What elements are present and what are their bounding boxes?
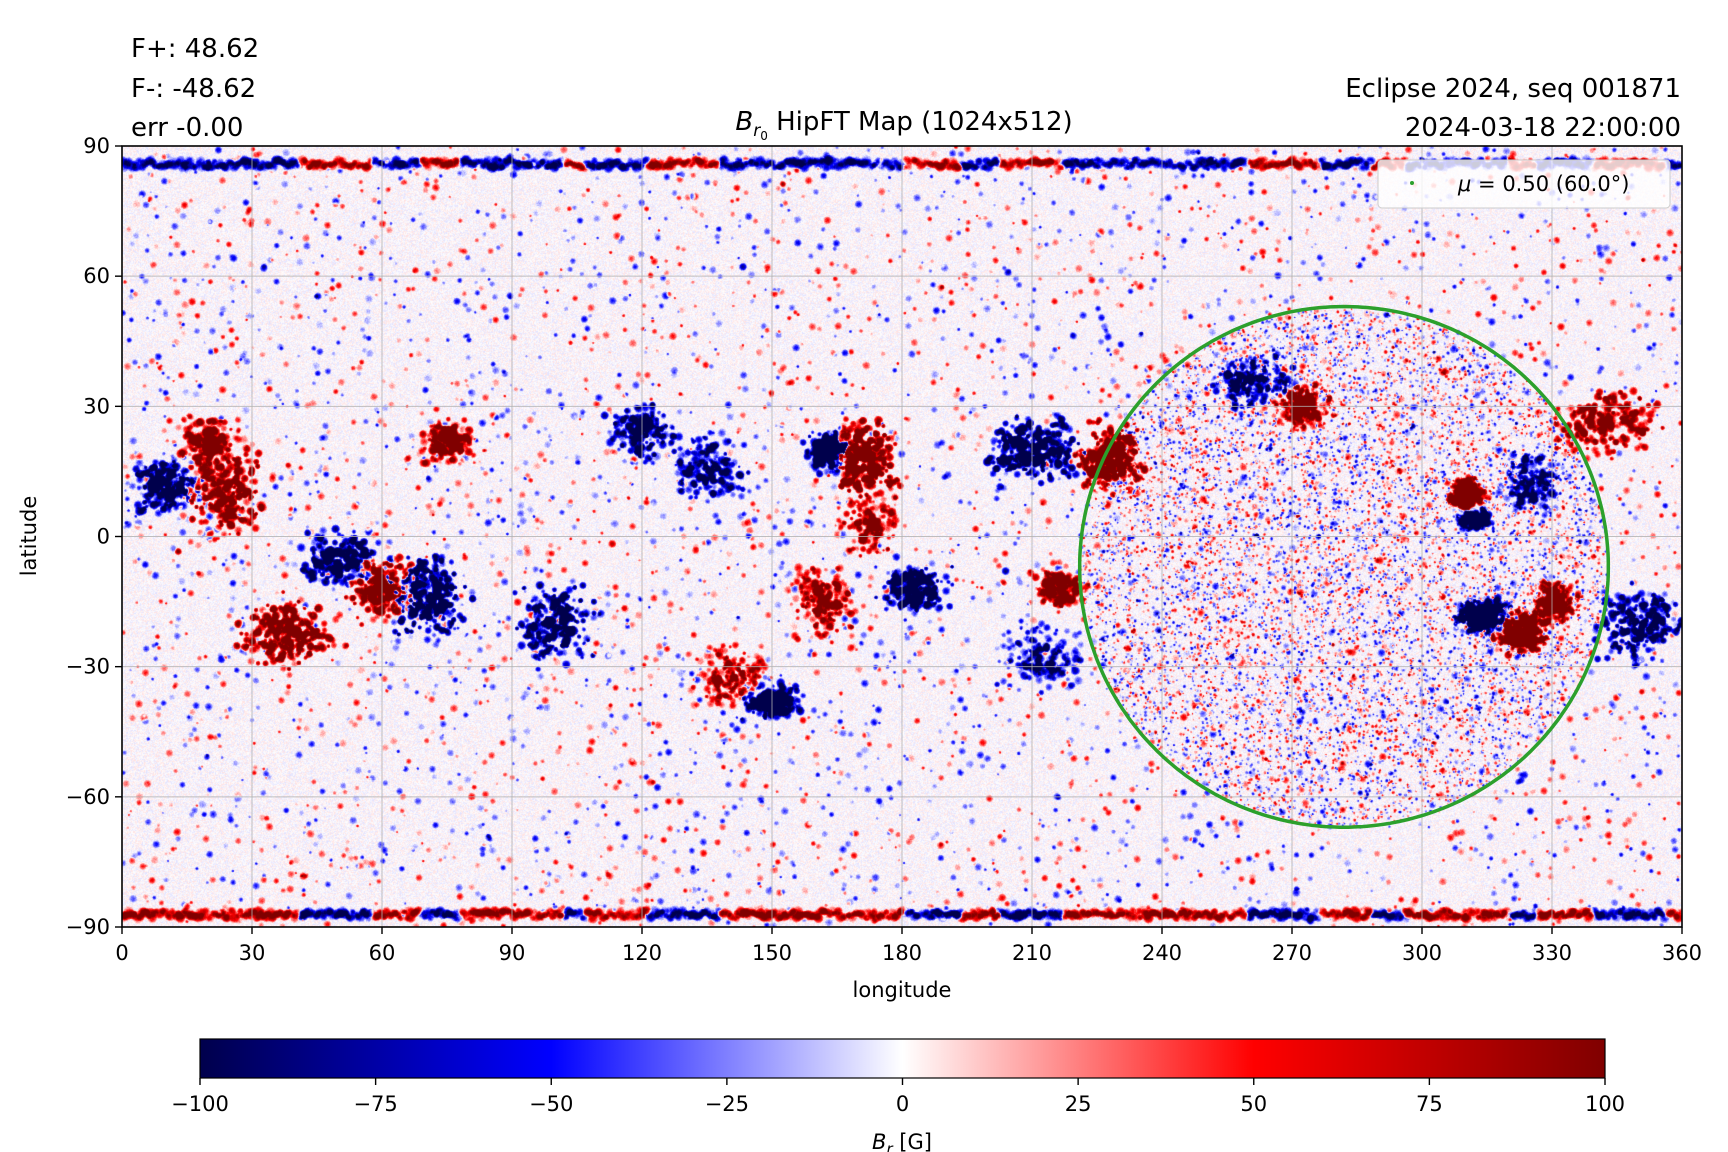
- legend-marker: [1410, 181, 1414, 185]
- legend: μ = 0.50 (60.0°): [1377, 159, 1671, 209]
- colorbar-tick-label: 100: [1585, 1092, 1625, 1116]
- y-tick-label: −60: [66, 785, 110, 809]
- colorbar-tick-label: 25: [1065, 1092, 1092, 1116]
- colorbar: [199, 1038, 1606, 1079]
- colorbar-ticks: −100 −75 −50 −25 0 25 50 75 100: [171, 1078, 1625, 1116]
- colorbar-tick-label: 50: [1240, 1092, 1267, 1116]
- x-tick-label: 30: [239, 941, 266, 965]
- flux-negative-label: F-: -48.62: [131, 74, 256, 104]
- legend-label: μ = 0.50 (60.0°): [1457, 172, 1629, 196]
- y-tick-label: 60: [83, 264, 110, 288]
- y-tick-label: 30: [83, 394, 110, 418]
- legend-box: [1377, 159, 1671, 209]
- colorbar-tick-label: −100: [171, 1092, 229, 1116]
- x-tick-label: 240: [1142, 941, 1182, 965]
- error-label: err -0.00: [131, 113, 243, 143]
- x-tick-label: 360: [1662, 941, 1702, 965]
- x-tick-label: 210: [1012, 941, 1052, 965]
- y-tick-label: −30: [66, 655, 110, 679]
- x-axis-title: longitude: [853, 978, 952, 1002]
- x-tick-label: 90: [499, 941, 526, 965]
- y-axis-ticks: −90 −60 −30 0 30 60 90: [66, 134, 122, 939]
- y-tick-label: −90: [66, 915, 110, 939]
- x-tick-label: 180: [882, 941, 922, 965]
- x-axis-ticks: 0 30 60 90 120 150 180 210 240 270 300 330 360: [115, 927, 1702, 965]
- x-tick-label: 120: [622, 941, 662, 965]
- x-tick-label: 60: [369, 941, 396, 965]
- colorbar-tick-label: 75: [1416, 1092, 1443, 1116]
- y-tick-label: 90: [83, 134, 110, 158]
- x-tick-label: 330: [1532, 941, 1572, 965]
- flux-positive-label: F+: 48.62: [131, 34, 259, 64]
- colorbar-tick-label: −75: [353, 1092, 397, 1116]
- y-tick-label: 0: [97, 525, 110, 549]
- colorbar-tick-label: −50: [529, 1092, 573, 1116]
- colorbar-label: Br [G]: [872, 1130, 932, 1152]
- mu-contour: [1077, 304, 1611, 829]
- mu-contour-layer: [1077, 304, 1611, 829]
- x-tick-label: 0: [115, 941, 128, 965]
- x-tick-label: 300: [1402, 941, 1442, 965]
- x-tick-label: 150: [752, 941, 792, 965]
- chart-title: Br0 HipFT Map (1024x512): [735, 107, 1072, 143]
- y-axis-title: latitude: [17, 496, 41, 577]
- eclipse-sequence-label: Eclipse 2024, seq 001871: [1345, 74, 1681, 104]
- colorbar-tick-label: 0: [896, 1092, 909, 1116]
- x-tick-label: 270: [1272, 941, 1312, 965]
- colorbar-tick-label: −25: [705, 1092, 749, 1116]
- datetime-label: 2024-03-18 22:00:00: [1405, 113, 1681, 143]
